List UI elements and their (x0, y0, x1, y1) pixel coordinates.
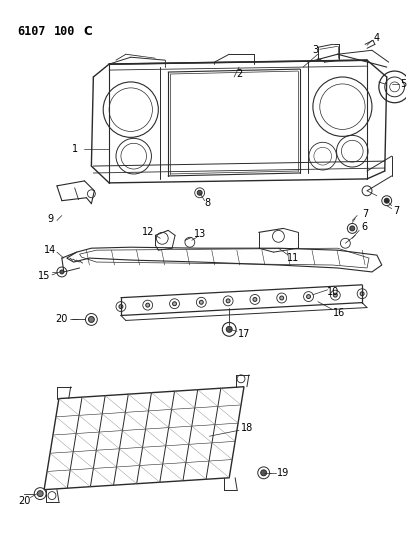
Circle shape (226, 299, 229, 303)
Text: 6: 6 (360, 222, 366, 232)
Text: 2: 2 (235, 69, 242, 79)
Circle shape (88, 317, 94, 322)
Text: 19: 19 (276, 468, 289, 478)
Text: 1: 1 (72, 144, 78, 154)
Text: 18: 18 (240, 423, 252, 433)
Circle shape (60, 270, 64, 274)
Text: C: C (83, 25, 92, 37)
Text: 10: 10 (326, 287, 338, 297)
Text: 3: 3 (312, 45, 318, 55)
Text: 7: 7 (361, 208, 367, 219)
Text: 8: 8 (204, 198, 210, 208)
Text: 20: 20 (18, 496, 31, 505)
Text: 9: 9 (47, 214, 53, 223)
Text: 17: 17 (237, 329, 249, 340)
Text: 100: 100 (54, 25, 75, 37)
Circle shape (279, 296, 283, 300)
Circle shape (145, 303, 149, 307)
Text: 5: 5 (399, 79, 406, 89)
Circle shape (383, 198, 388, 203)
Circle shape (119, 304, 123, 309)
Text: 7: 7 (393, 206, 399, 215)
Circle shape (333, 293, 337, 297)
Circle shape (37, 491, 43, 497)
Circle shape (197, 190, 202, 195)
Text: 6107: 6107 (18, 25, 46, 37)
Text: 16: 16 (333, 308, 345, 318)
Circle shape (260, 470, 266, 476)
Text: 12: 12 (142, 228, 154, 237)
Circle shape (349, 226, 354, 231)
Circle shape (306, 295, 310, 298)
Text: 20: 20 (56, 314, 68, 325)
Text: 15: 15 (38, 271, 50, 281)
Text: 11: 11 (286, 253, 299, 263)
Circle shape (252, 297, 256, 301)
Circle shape (172, 302, 176, 306)
Text: 14: 14 (44, 245, 56, 255)
Circle shape (359, 292, 363, 296)
Text: 4: 4 (373, 34, 379, 43)
Circle shape (199, 300, 203, 304)
Text: 13: 13 (193, 229, 205, 239)
Circle shape (226, 326, 231, 332)
